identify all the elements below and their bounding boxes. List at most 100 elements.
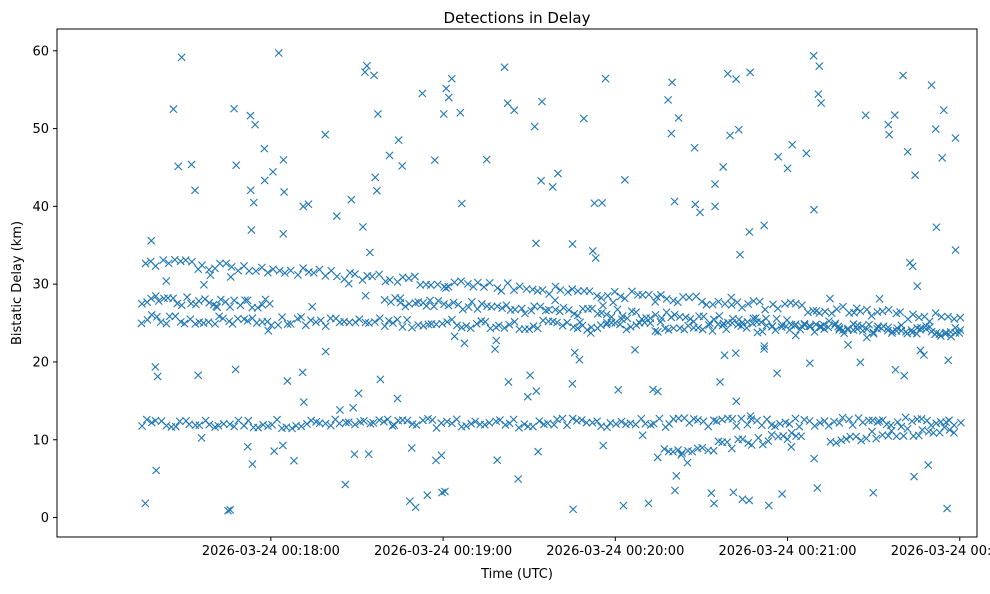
data-point — [708, 300, 717, 309]
data-point — [493, 284, 502, 293]
data-point — [708, 326, 717, 335]
data-point — [269, 265, 278, 274]
data-point — [774, 152, 783, 161]
data-point — [410, 272, 419, 281]
data-point — [744, 299, 753, 308]
data-point — [227, 262, 236, 271]
data-point — [199, 280, 208, 289]
data-point — [811, 320, 820, 329]
data-point — [675, 324, 684, 333]
data-point — [564, 306, 573, 314]
data-point — [422, 301, 431, 310]
data-point — [553, 318, 561, 327]
data-point — [321, 347, 330, 356]
plot-frame — [56, 28, 978, 538]
data-point — [341, 418, 350, 427]
data-point — [362, 61, 371, 70]
data-point — [761, 305, 770, 314]
data-point — [652, 292, 661, 301]
data-point — [709, 416, 718, 425]
data-point — [191, 319, 200, 328]
data-point — [481, 317, 490, 326]
data-point — [558, 321, 567, 330]
data-point — [719, 162, 728, 171]
data-point — [690, 143, 699, 152]
data-point — [183, 293, 192, 302]
data-point — [553, 169, 562, 178]
data-point — [832, 305, 841, 314]
data-point — [917, 414, 926, 423]
data-point — [447, 74, 456, 83]
data-point — [307, 416, 316, 425]
data-point — [932, 419, 941, 428]
data-point — [819, 320, 828, 329]
data-point — [858, 322, 867, 331]
data-point — [824, 323, 833, 332]
data-point — [863, 325, 872, 334]
data-point — [797, 432, 806, 441]
data-point — [385, 151, 394, 160]
data-point — [346, 268, 355, 277]
data-point — [286, 266, 295, 275]
data-point — [893, 324, 902, 333]
data-point — [577, 415, 586, 424]
data-point — [805, 359, 814, 368]
data-point — [925, 322, 934, 331]
data-point — [598, 198, 607, 207]
data-point — [494, 321, 503, 330]
data-point — [219, 419, 228, 428]
data-point — [550, 420, 559, 429]
data-point — [368, 272, 377, 281]
data-point — [726, 131, 734, 140]
data-point — [929, 428, 938, 437]
data-point — [711, 180, 719, 189]
data-point — [844, 340, 853, 349]
data-point — [541, 306, 550, 315]
data-point — [875, 294, 884, 303]
data-point — [274, 49, 283, 57]
data-point — [868, 416, 877, 425]
data-point — [617, 417, 626, 426]
data-point — [916, 346, 925, 355]
data-point — [230, 296, 239, 305]
data-point — [913, 282, 922, 291]
data-point — [670, 197, 679, 206]
data-point — [896, 308, 905, 317]
data-point — [875, 417, 884, 426]
data-point — [297, 313, 306, 322]
data-point — [412, 421, 421, 430]
data-point — [240, 421, 249, 430]
data-point — [745, 496, 754, 505]
data-point — [268, 167, 277, 176]
data-point — [177, 53, 186, 62]
data-point — [747, 440, 756, 449]
data-point — [838, 413, 847, 422]
data-point — [779, 431, 788, 440]
data-point — [568, 285, 577, 294]
data-point — [218, 314, 227, 323]
data-point — [832, 438, 841, 447]
data-point — [787, 443, 796, 452]
data-point — [648, 385, 657, 394]
data-point — [457, 199, 466, 208]
data-point — [878, 307, 887, 316]
data-point — [691, 200, 700, 209]
data-point — [258, 300, 267, 309]
data-point — [732, 75, 741, 84]
data-point — [326, 421, 335, 430]
data-point — [162, 319, 171, 328]
data-point — [791, 331, 800, 340]
data-point — [746, 68, 755, 77]
data-point — [214, 421, 223, 430]
data-point — [360, 68, 369, 77]
data-point — [438, 319, 447, 328]
data-point — [677, 450, 686, 459]
data-point — [462, 322, 471, 331]
data-point — [278, 313, 287, 322]
data-point — [501, 420, 510, 429]
data-point — [609, 298, 618, 307]
data-point — [241, 296, 250, 305]
data-point — [358, 222, 367, 231]
data-point — [187, 299, 196, 308]
